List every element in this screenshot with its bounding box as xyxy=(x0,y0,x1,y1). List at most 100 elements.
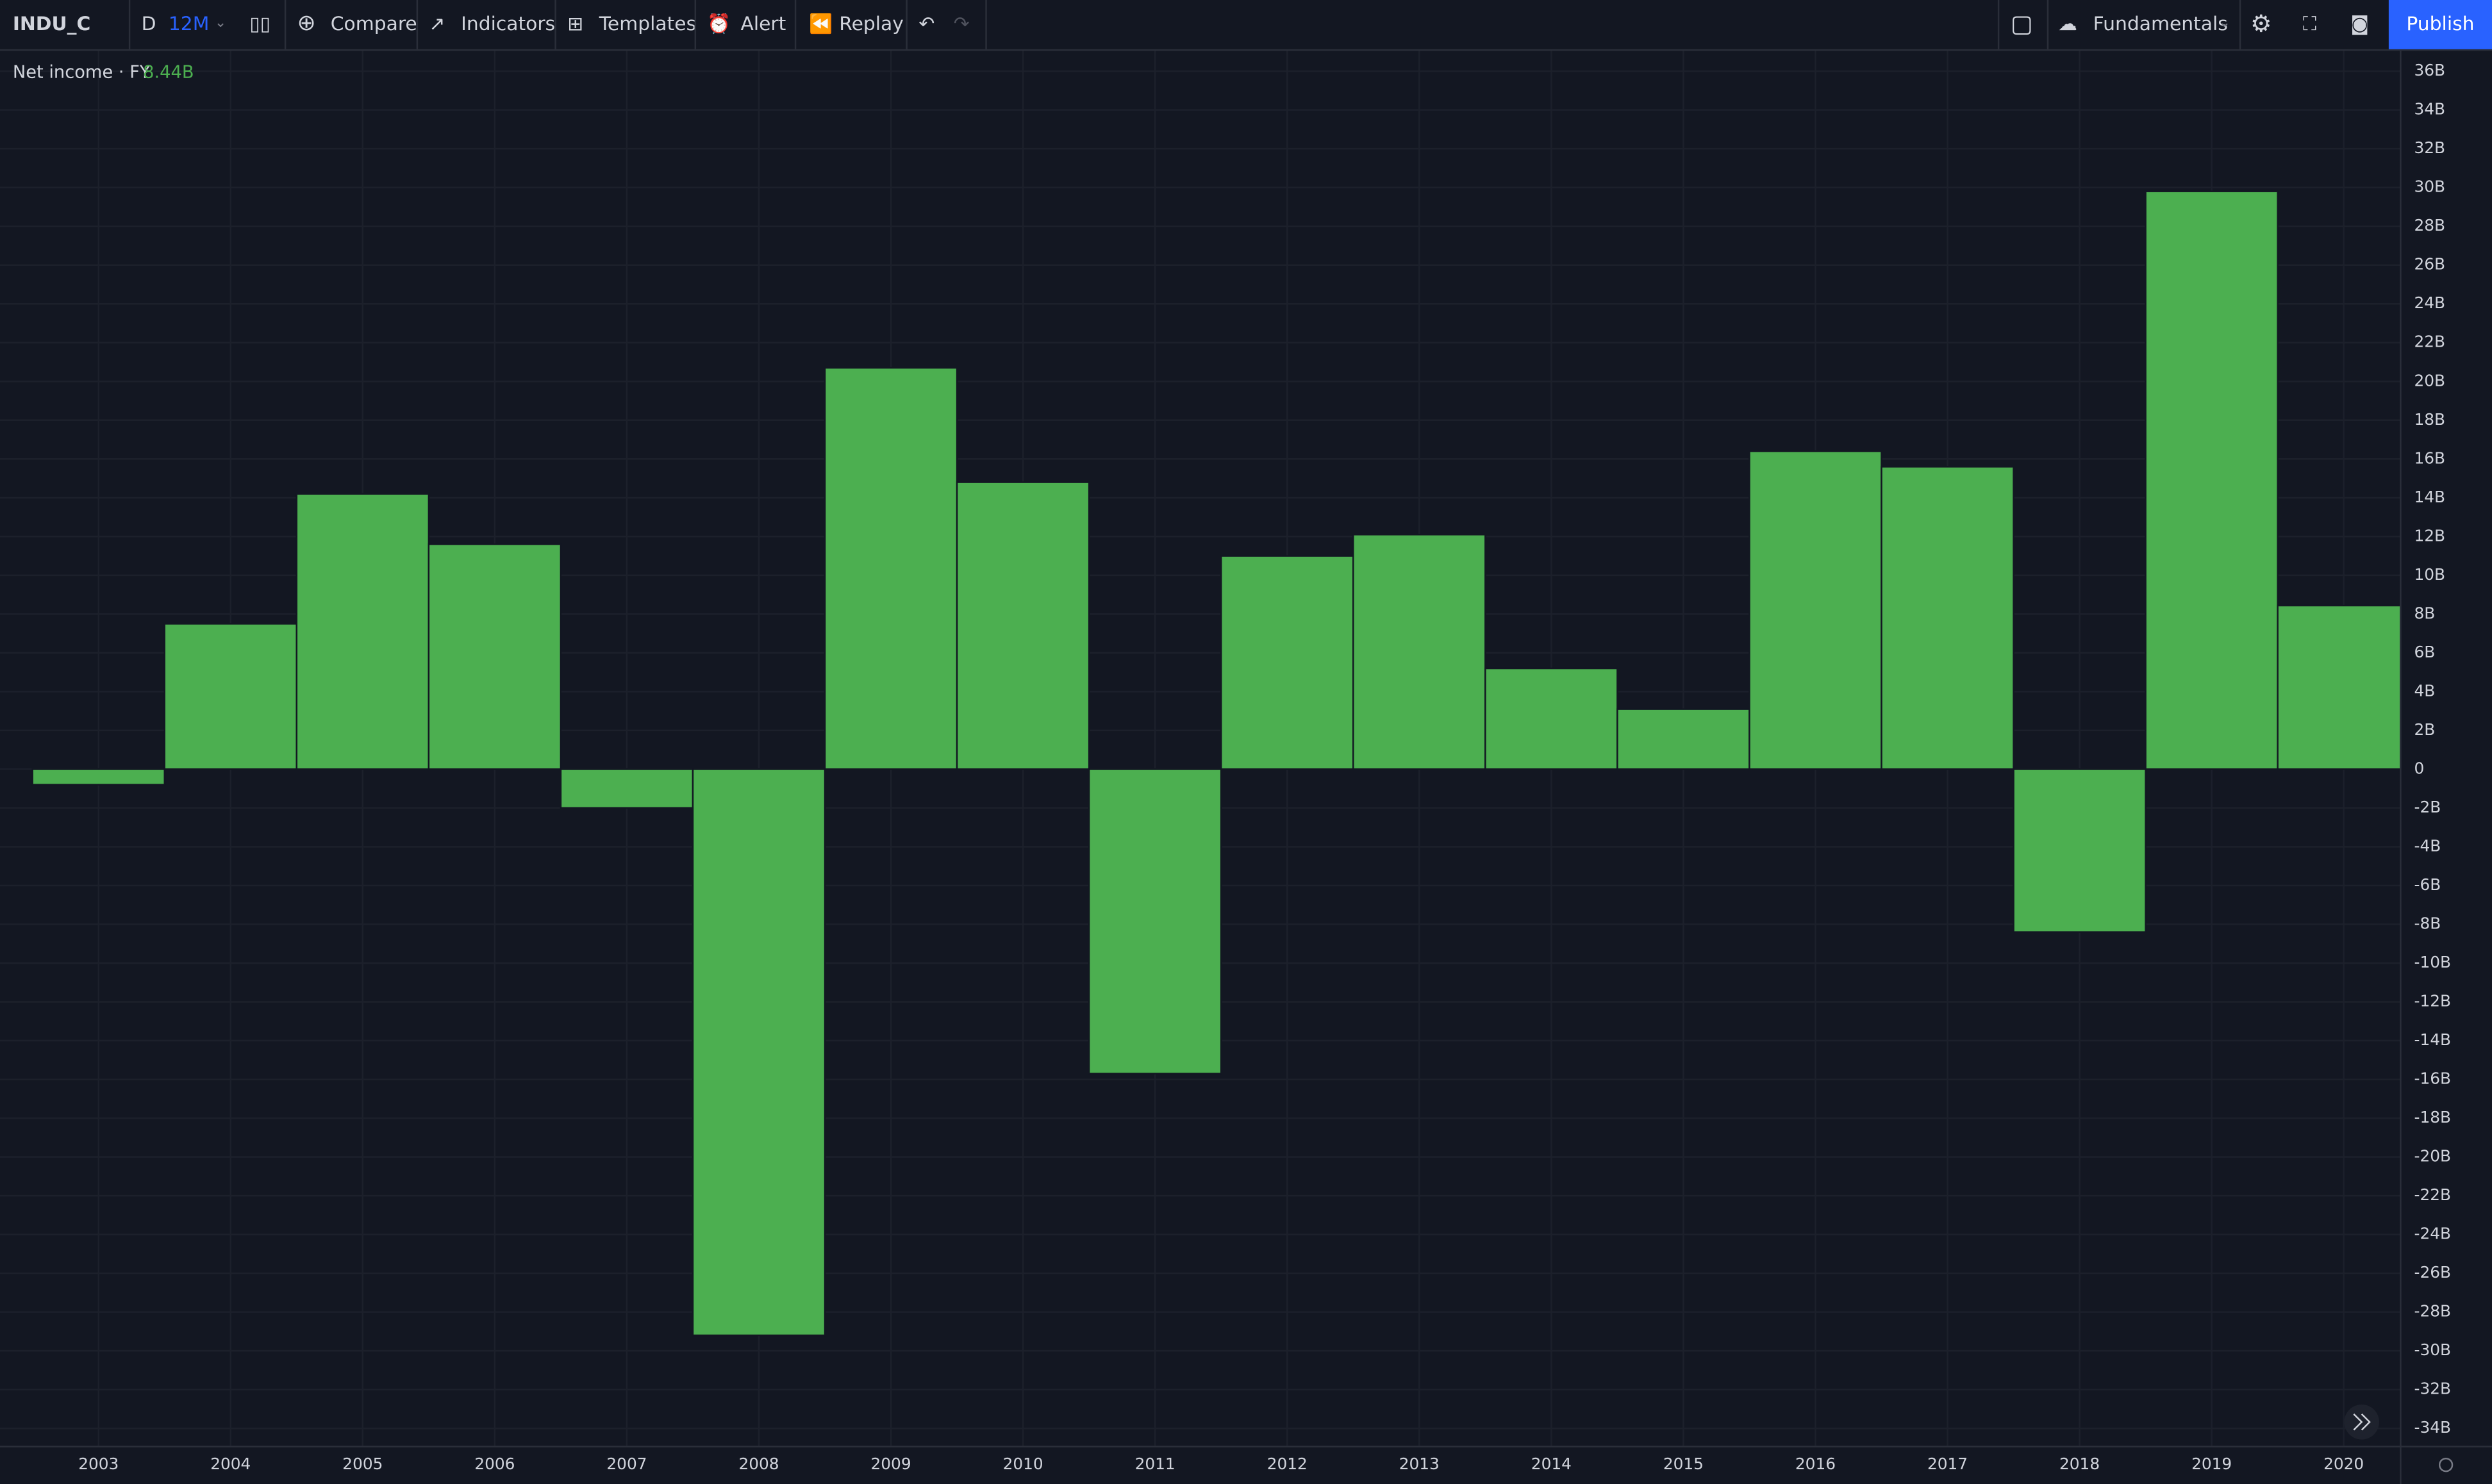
y-tick-label: 28B xyxy=(2414,216,2446,235)
y-tick-label: -4B xyxy=(2414,836,2441,855)
symbol[interactable]: INDU_C xyxy=(12,12,91,35)
y-tick-label: -16B xyxy=(2414,1069,2451,1088)
bar xyxy=(1220,555,1354,770)
bar xyxy=(692,768,826,1337)
y-tick-label: -12B xyxy=(2414,992,2451,1010)
y-tick-label: 32B xyxy=(2414,138,2446,157)
scroll-icon xyxy=(2353,1413,2371,1431)
indicators-icon: ↗ xyxy=(429,12,445,35)
y-tick-label: -24B xyxy=(2414,1224,2451,1243)
bar xyxy=(1881,466,2014,770)
y-tick-label: 6B xyxy=(2414,643,2436,661)
snapshot-button[interactable]: ◙ xyxy=(2350,12,2370,35)
separator xyxy=(1997,0,2000,49)
y-tick-label: 22B xyxy=(2414,333,2446,351)
separator xyxy=(694,0,697,49)
y-tick-label: -6B xyxy=(2414,875,2441,894)
fundamentals-button[interactable]: Fundamentals xyxy=(2093,12,2228,35)
y-tick-label: 24B xyxy=(2414,293,2446,312)
y-tick-label: -2B xyxy=(2414,798,2441,816)
y-tick-label: 26B xyxy=(2414,255,2446,274)
toolbar: INDU_C D 12M ⌄ ▯▯ ⊕ Compare ↗ Indicators… xyxy=(0,0,2492,51)
separator xyxy=(554,0,556,49)
bar xyxy=(2277,604,2400,770)
alert-button[interactable]: Alert xyxy=(740,12,786,35)
y-tick-label: -22B xyxy=(2414,1185,2451,1204)
x-tick-label: 2004 xyxy=(210,1455,251,1473)
templates-button[interactable]: Templates xyxy=(599,12,697,35)
y-tick-label: -32B xyxy=(2414,1380,2451,1398)
layout-button[interactable]: ▢ xyxy=(2010,9,2033,38)
y-tick-label: -18B xyxy=(2414,1108,2451,1126)
cloud-icon: ☁ xyxy=(2058,12,2077,35)
x-tick-label: 2017 xyxy=(1927,1455,1968,1473)
bar xyxy=(1616,708,1750,770)
range[interactable]: 12M xyxy=(168,12,210,35)
separator xyxy=(2047,0,2049,49)
x-tick-label: 2010 xyxy=(1003,1455,1043,1473)
replay-icon: ⏪ xyxy=(809,12,833,35)
y-tick-label: 12B xyxy=(2414,526,2446,545)
x-tick-label: 2008 xyxy=(738,1455,779,1473)
y-tick-label: -20B xyxy=(2414,1147,2451,1166)
x-tick-label: 2019 xyxy=(2191,1455,2232,1473)
x-tick-label: 2011 xyxy=(1135,1455,1175,1473)
undo-button[interactable]: ↶ xyxy=(918,12,935,35)
y-tick-label: -10B xyxy=(2414,953,2451,971)
x-tick-label: 2018 xyxy=(2059,1455,2100,1473)
y-tick-label: 20B xyxy=(2414,371,2446,390)
bar xyxy=(2013,768,2147,933)
separator xyxy=(128,0,131,49)
templates-icon: ⊞ xyxy=(567,12,584,35)
bar xyxy=(824,367,958,770)
y-tick-label: 8B xyxy=(2414,604,2436,622)
separator xyxy=(284,0,287,49)
replay-button[interactable]: Replay xyxy=(839,12,904,35)
x-tick-label: 2006 xyxy=(474,1455,515,1473)
compare-icon: ⊕ xyxy=(297,11,316,37)
y-tick-label: -14B xyxy=(2414,1030,2451,1049)
x-tick-label: 2016 xyxy=(1795,1455,1836,1473)
y-tick-label: 30B xyxy=(2414,177,2446,196)
redo-button[interactable]: ↷ xyxy=(953,12,970,35)
indicators-button[interactable]: Indicators xyxy=(461,12,556,35)
y-tick-label: -34B xyxy=(2414,1418,2451,1437)
x-tick-label: 2020 xyxy=(2323,1455,2364,1473)
bar xyxy=(428,543,562,770)
y-tick-label: 34B xyxy=(2414,100,2446,119)
y-tick-label: 0 xyxy=(2414,759,2425,777)
y-tick-label: -28B xyxy=(2414,1302,2451,1321)
interval[interactable]: D xyxy=(141,12,156,35)
bar xyxy=(956,481,1090,770)
x-tick-label: 2005 xyxy=(342,1455,383,1473)
compare-button[interactable]: Compare xyxy=(330,12,417,35)
bar xyxy=(1484,667,1618,770)
x-tick-label: 2013 xyxy=(1399,1455,1440,1473)
alert-icon: ⏰ xyxy=(707,12,731,35)
bar xyxy=(1352,534,1486,770)
dropdown-icon[interactable]: ⌄ xyxy=(2218,15,2231,32)
y-tick-label: -26B xyxy=(2414,1263,2451,1282)
bars xyxy=(31,190,2400,1337)
y-tick-label: 18B xyxy=(2414,410,2446,429)
dropdown-icon[interactable]: ⌄ xyxy=(214,15,227,32)
y-tick-label: 36B xyxy=(2414,61,2446,79)
y-tick-label: 10B xyxy=(2414,565,2446,584)
settings-icon[interactable] xyxy=(2438,1458,2454,1472)
bar xyxy=(1088,768,1222,1075)
fullscreen-button[interactable]: ⛶ xyxy=(2302,12,2316,35)
settings-button[interactable]: ⚙ xyxy=(2250,9,2272,38)
bar xyxy=(163,623,298,770)
x-tick-label: 2003 xyxy=(78,1455,119,1473)
publish-button[interactable]: Publish xyxy=(2388,0,2492,49)
x-tick-label: 2014 xyxy=(1531,1455,1572,1473)
y-tick-label: -8B xyxy=(2414,914,2441,932)
x-tick-label: 2015 xyxy=(1663,1455,1704,1473)
separator xyxy=(906,0,908,49)
x-tick-label: 2012 xyxy=(1267,1455,1308,1473)
separator xyxy=(985,0,987,49)
chart-type-icon[interactable]: ▯▯ xyxy=(249,12,271,35)
